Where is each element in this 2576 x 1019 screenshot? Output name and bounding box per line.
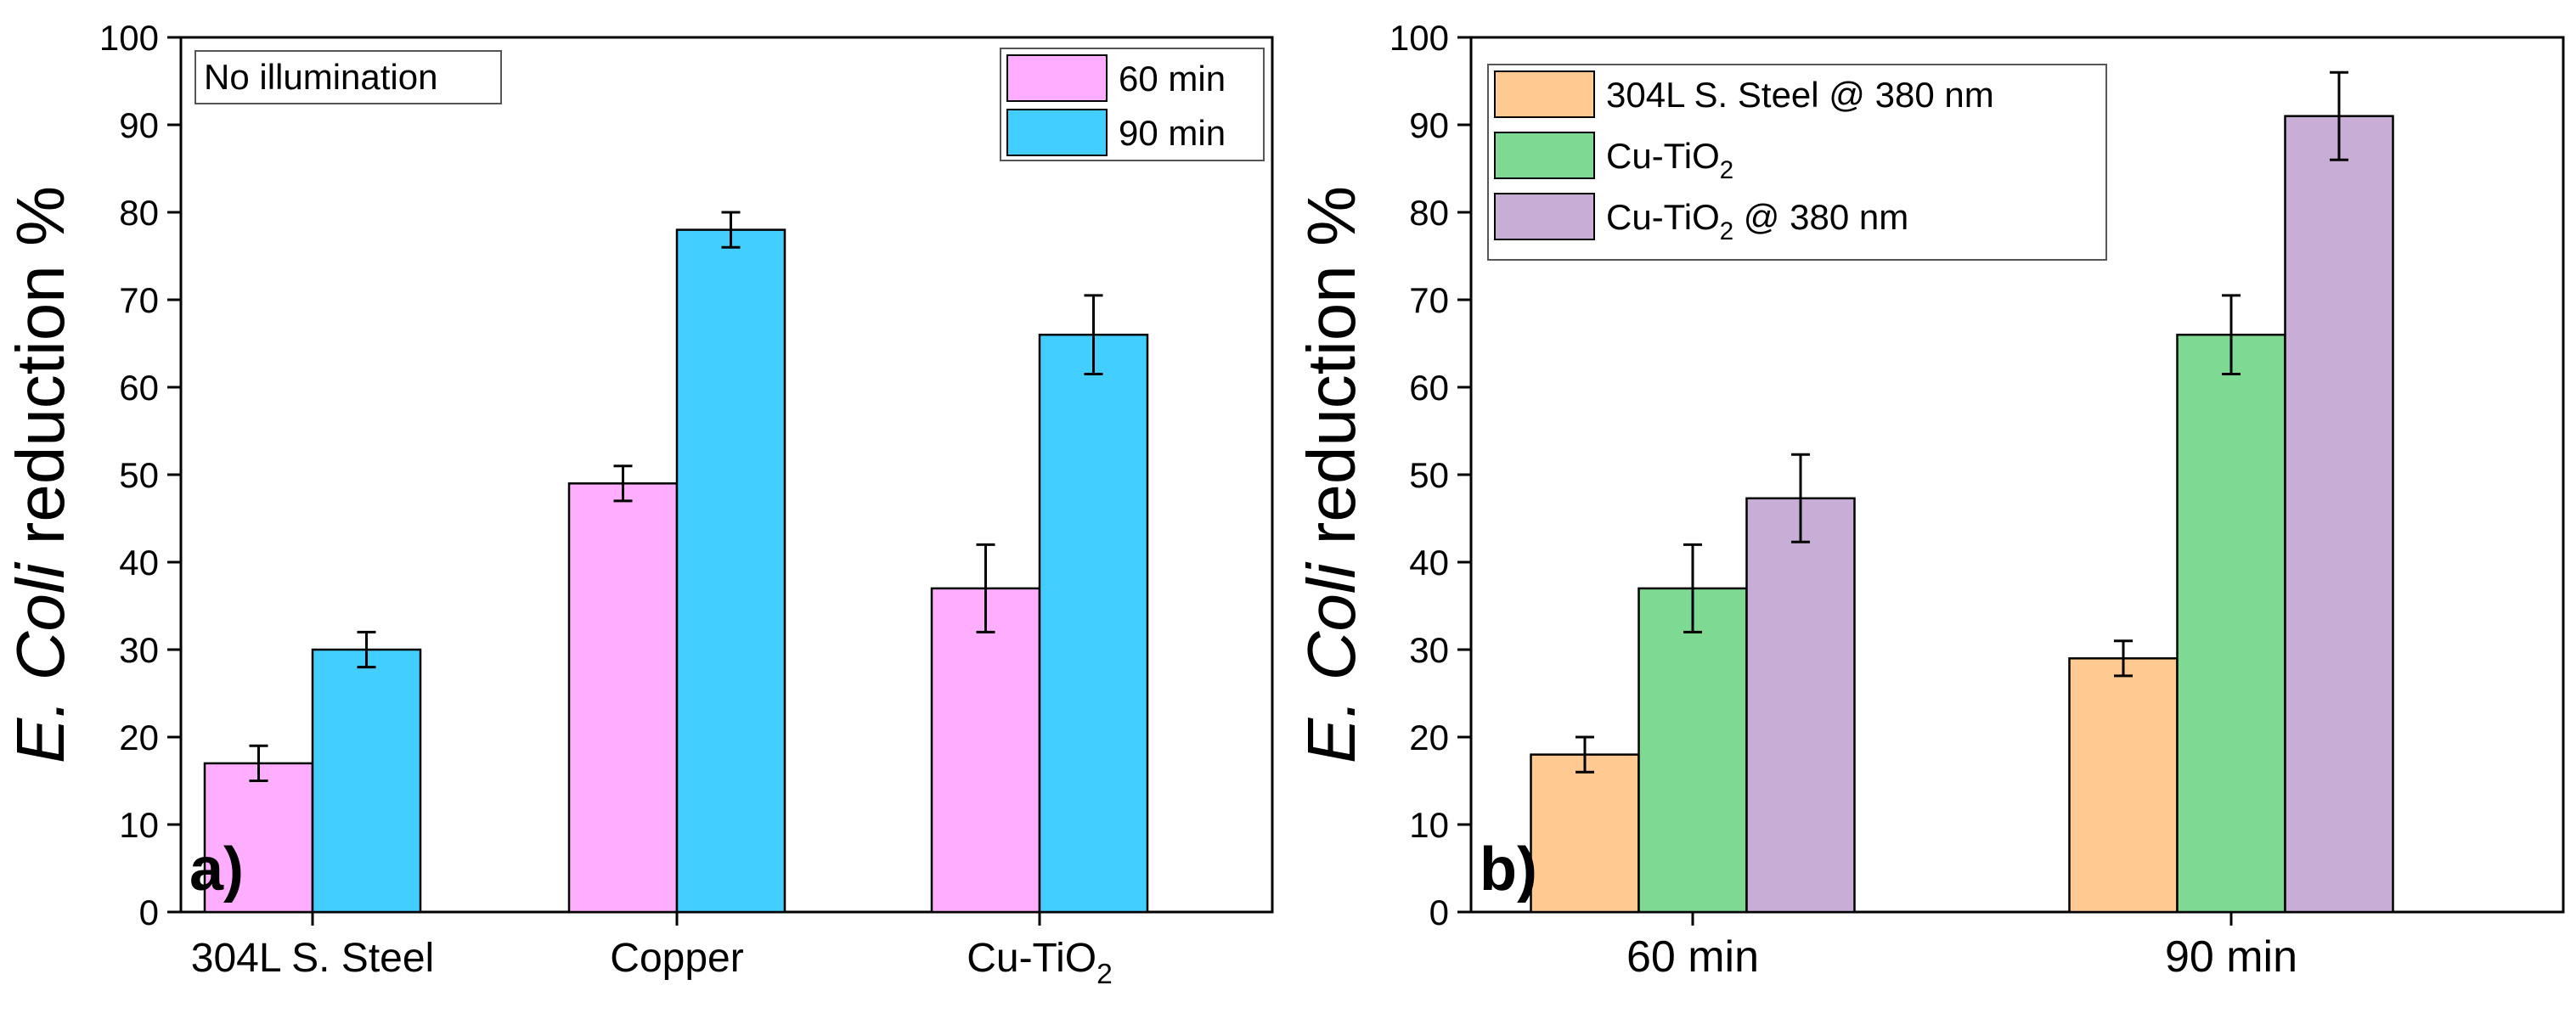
x-tick-label: Cu-TiO2 xyxy=(967,936,1113,990)
legend-label: 304L S. Steel @ 380 nm xyxy=(1606,75,1994,115)
legend-swatch xyxy=(1494,132,1595,179)
legend-label: 60 min xyxy=(1119,59,1226,99)
y-axis-label-rest: reduction % xyxy=(1294,186,1369,564)
y-tick-label: 90 xyxy=(119,105,159,145)
y-axis-label-rest: reduction % xyxy=(3,186,78,564)
y-tick-label: 40 xyxy=(119,543,159,583)
y-axis-label-italic: E. Coli xyxy=(3,561,78,763)
panel-label: a) xyxy=(189,836,244,904)
x-tick-label: 304L S. Steel xyxy=(191,936,434,981)
y-tick-label: 80 xyxy=(119,193,159,233)
y-tick-label: 30 xyxy=(1409,630,1449,670)
bar xyxy=(2176,333,2286,914)
bar xyxy=(1637,587,1748,914)
bar xyxy=(1745,497,1856,914)
y-tick-label: 80 xyxy=(1409,193,1449,233)
legend-swatch xyxy=(1006,54,1108,102)
bar xyxy=(1530,753,1640,914)
legend-label: 90 min xyxy=(1119,113,1226,153)
panel-label: b) xyxy=(1480,836,1537,904)
y-tick-label: 70 xyxy=(1409,280,1449,320)
y-tick-label: 100 xyxy=(1389,18,1449,58)
y-tick-label: 60 xyxy=(119,368,159,408)
bar xyxy=(930,587,1041,914)
bar xyxy=(2284,115,2394,914)
legend-swatch xyxy=(1494,70,1595,118)
y-tick-label: 10 xyxy=(1409,805,1449,845)
annotation-box xyxy=(194,50,502,104)
y-tick-label: 70 xyxy=(119,280,159,320)
x-tick-label: 60 min xyxy=(1626,932,1759,982)
x-tick-label-subscript: 2 xyxy=(1096,959,1113,990)
y-axis-label: E. Coli reduction % xyxy=(3,186,78,763)
y-tick-label: 20 xyxy=(119,718,159,757)
x-tick-label-main: 60 min xyxy=(1626,932,1759,982)
x-tick-label-main: 304L S. Steel xyxy=(191,936,434,981)
x-tick-label-main: 90 min xyxy=(2165,932,2297,982)
legend-label-main: Cu-TiO xyxy=(1606,136,1720,176)
legend-label-subscript: 2 xyxy=(1720,156,1733,184)
y-tick-label: 10 xyxy=(119,805,159,845)
x-tick-label-main: Copper xyxy=(610,936,743,981)
legend-swatch xyxy=(1006,109,1108,156)
y-axis-label-italic: E. Coli xyxy=(1294,561,1369,763)
legend-label: Cu-TiO2 @ 380 nm xyxy=(1606,197,1908,245)
y-tick-label: 90 xyxy=(1409,105,1449,145)
x-tick-label: Copper xyxy=(610,936,743,981)
legend-label-subscript: 2 xyxy=(1720,217,1733,245)
y-tick-label: 0 xyxy=(139,892,159,932)
chart-panel-a: 0 10 20 30 40 50 60 70 80 90 100 E. Coli reduction … xyxy=(3,18,1274,990)
chart-panel-b: 0 10 20 30 40 50 60 70 80 90 100 E. Coli reduction … xyxy=(1294,18,2565,982)
y-tick-label: 40 xyxy=(1409,543,1449,583)
y-tick-label: 20 xyxy=(1409,718,1449,757)
y-tick-label: 0 xyxy=(1429,892,1449,932)
legend-label-main: 90 min xyxy=(1119,113,1226,153)
bar xyxy=(311,648,422,914)
y-tick-label: 30 xyxy=(119,630,159,670)
bar xyxy=(567,482,679,914)
bar xyxy=(203,762,314,914)
y-tick-label: 100 xyxy=(99,18,159,58)
x-tick-label-main: Cu-TiO xyxy=(967,936,1096,981)
x-tick-label: 90 min xyxy=(2165,932,2297,982)
legend-label-main: Cu-TiO xyxy=(1606,197,1720,237)
y-axis-label: E. Coli reduction % xyxy=(1294,186,1369,763)
y-tick-label: 50 xyxy=(119,455,159,495)
y-tick-label: 50 xyxy=(1409,455,1449,495)
legend-label: Cu-TiO2 xyxy=(1606,136,1733,184)
annotation-text: No illumination xyxy=(204,57,437,97)
bar xyxy=(1038,333,1149,914)
legend-label-tail: @ 380 nm xyxy=(1733,197,1908,237)
bar xyxy=(2068,657,2179,914)
legend-label-main: 304L S. Steel @ 380 nm xyxy=(1606,75,1994,115)
legend: 60 min 90 min xyxy=(1000,48,1265,161)
bar xyxy=(675,228,786,914)
legend-label-main: 60 min xyxy=(1119,59,1226,99)
legend-swatch xyxy=(1494,193,1595,240)
y-tick-label: 60 xyxy=(1409,368,1449,408)
